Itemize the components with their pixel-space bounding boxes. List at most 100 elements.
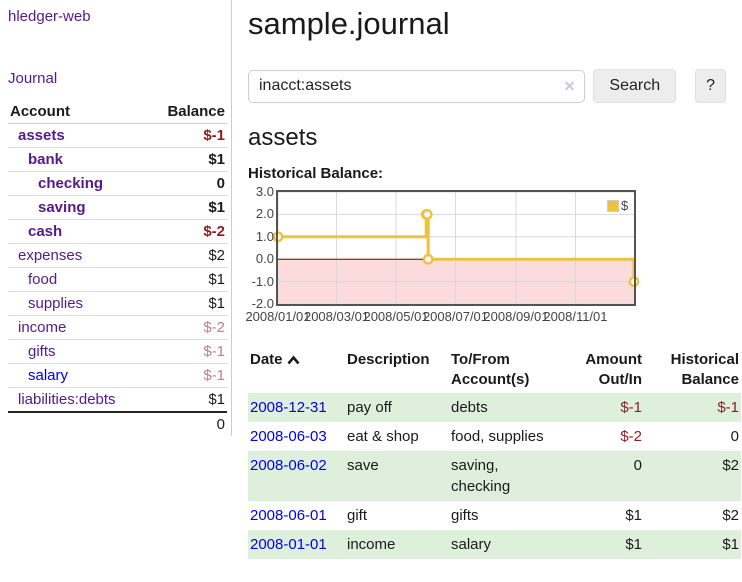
help-button[interactable]: ? — [695, 69, 726, 103]
transaction-description: eat & shop — [347, 427, 419, 445]
transaction-date-link[interactable]: 2008-06-01 — [250, 506, 327, 524]
transaction-date-link[interactable]: 2008-06-03 — [250, 427, 327, 445]
account-row: income $-2 — [8, 315, 227, 340]
transaction-accounts: food, supplies — [451, 427, 544, 445]
account-link[interactable]: cash — [28, 223, 63, 240]
account-link[interactable]: food — [28, 271, 58, 288]
amount-header-line1: Amount — [585, 351, 642, 368]
account-balance: $-1 — [203, 127, 225, 144]
clear-search-icon[interactable]: ✕ — [563, 77, 576, 94]
transaction-balance: $2 — [722, 456, 739, 474]
sidebar: hledger-web Journal Account Balance asse… — [0, 0, 232, 436]
x-axis-tick-label: 2008/09/01 — [483, 309, 549, 324]
account-link[interactable]: supplies — [28, 295, 84, 312]
main-content: sample.journal ✕ Search ? assets Histori… — [232, 0, 741, 559]
legend-swatch-icon — [607, 199, 619, 212]
account-link[interactable]: liabilities:debts — [18, 391, 116, 408]
account-row: salary $-1 — [8, 363, 227, 388]
account-row: assets $-1 — [8, 124, 227, 148]
transaction-date-link[interactable]: 2008-06-02 — [250, 456, 327, 474]
account-balance: $2 — [148, 243, 227, 268]
account-link[interactable]: assets — [18, 127, 65, 144]
account-row: cash $-2 — [8, 219, 227, 244]
transaction-row: 2008-06-01 gift gifts $1 $2 — [248, 501, 741, 530]
account-name-cell: income — [8, 315, 149, 340]
account-name-cell: gifts — [8, 339, 149, 364]
account-name-cell: supplies — [8, 291, 149, 316]
transaction-date-cell: 2008-01-01 — [248, 530, 345, 559]
account-row: liabilities:debts $1 — [8, 387, 227, 412]
x-axis-tick-label: 2008/11/01 — [543, 309, 608, 324]
account-link[interactable]: gifts — [28, 343, 56, 360]
accounts-total-row: 0 — [8, 411, 227, 436]
accounts-total-value: 0 — [148, 411, 227, 436]
historical-balance-chart[interactable]: 3.0 2.0 1.0 0.0 -1.0 -2.0 2008/01/01 2008/03/01… — [245, 184, 728, 325]
balance-header-line2: Balance — [681, 371, 739, 389]
balance-header-line1: Historical — [670, 351, 739, 368]
transaction-balance: $2 — [722, 506, 739, 524]
account-row: supplies $1 — [8, 291, 227, 316]
page-title: sample.journal — [248, 6, 450, 41]
column-header-amount: Amount Out/In — [561, 348, 644, 393]
transaction-amount: $1 — [625, 535, 642, 553]
date-header-label: Date — [250, 351, 283, 368]
data-point-marker — [421, 209, 433, 220]
transaction-row: 2008-06-02 save saving, checking 0 $2 — [248, 450, 741, 501]
x-axis-tick-label: 2008/01/01 — [245, 309, 311, 324]
y-axis-tick-label: 1.0 — [255, 228, 274, 244]
account-name-cell: assets — [8, 124, 148, 148]
account-row: bank $1 — [8, 147, 227, 172]
transaction-date-link[interactable]: 2008-12-31 — [250, 398, 327, 416]
transaction-amount: 0 — [633, 456, 642, 474]
y-axis-tick-label: -1.0 — [251, 273, 274, 289]
register-table: Date Description To/From Account(s) Amou… — [248, 348, 741, 559]
transaction-amount: $-1 — [620, 398, 642, 416]
transaction-amount: $-2 — [620, 427, 642, 445]
account-balance: 0 — [148, 171, 227, 196]
account-heading: assets — [248, 124, 318, 151]
y-axis-tick-label: 3.0 — [255, 184, 274, 199]
account-link[interactable]: expenses — [18, 247, 83, 264]
accounts-header-row: Account Balance — [8, 100, 227, 124]
search-button[interactable]: Search — [593, 69, 677, 103]
transaction-row: 2008-01-01 income salary $1 $1 — [248, 529, 741, 559]
transaction-balance: $1 — [722, 535, 739, 553]
balance-column-header: Balance — [148, 100, 227, 124]
accounts-total-spacer — [8, 411, 149, 436]
account-link[interactable]: checking — [38, 175, 104, 192]
transaction-accounts: debts — [451, 398, 488, 416]
y-axis-tick-label: 0.0 — [255, 251, 274, 267]
transaction-row: 2008-12-31 pay off debts $-1 $-1 — [248, 392, 741, 422]
account-balance: $-2 — [148, 315, 227, 340]
transaction-accounts: salary — [451, 535, 492, 553]
account-link[interactable]: saving — [38, 199, 86, 216]
account-name-cell: saving — [8, 195, 149, 220]
account-balance: $1 — [148, 267, 227, 292]
transaction-description: save — [347, 456, 379, 474]
account-link[interactable]: salary — [28, 367, 69, 384]
chart-plot-area[interactable] — [272, 190, 640, 306]
register-header-row: Date Description To/From Account(s) Amou… — [248, 348, 741, 393]
chart-legend: $ — [605, 197, 631, 214]
transaction-balance: 0 — [730, 427, 739, 445]
search-input[interactable] — [249, 70, 585, 102]
account-balance: $1 — [148, 387, 227, 412]
account-link[interactable]: bank — [28, 151, 64, 168]
column-header-date[interactable]: Date — [248, 348, 345, 393]
transaction-date-link[interactable]: 2008-01-01 — [250, 535, 327, 553]
amount-header-line2: Out/In — [598, 371, 642, 389]
column-header-description: Description — [347, 351, 430, 368]
accounts-header-line2: Account(s) — [451, 371, 530, 389]
app-title-link[interactable]: hledger-web — [8, 8, 91, 25]
account-balance: $-2 — [148, 219, 227, 244]
transaction-accounts: gifts — [451, 506, 479, 524]
page: hledger-web Journal Account Balance asse… — [0, 0, 741, 559]
account-column-header: Account — [8, 100, 149, 124]
transaction-date-cell: 2008-06-01 — [248, 501, 345, 530]
transaction-description: gift — [347, 506, 368, 524]
journal-link[interactable]: Journal — [8, 70, 58, 87]
account-link[interactable]: income — [18, 319, 67, 336]
account-balance: $1 — [148, 147, 227, 172]
column-header-accounts: To/From Account(s) — [449, 348, 561, 393]
y-axis-tick-label: 2.0 — [255, 206, 274, 222]
